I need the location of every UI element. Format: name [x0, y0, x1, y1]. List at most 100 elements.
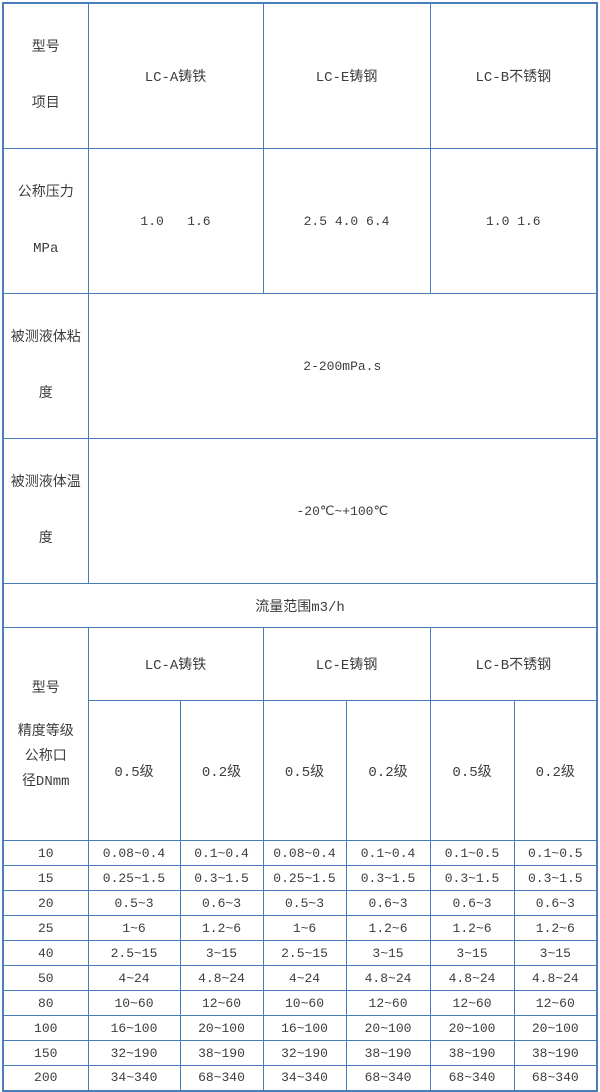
flow-value-cell: 0.08~0.4	[87, 840, 181, 866]
pressure-value-lca: 1.0 1.6	[87, 148, 264, 294]
flow-value-cell: 0.5~3	[87, 890, 181, 916]
dn-cell: 80	[2, 990, 89, 1016]
flow-value-cell: 3~15	[429, 940, 515, 966]
flow-value-cell: 0.6~3	[179, 890, 264, 916]
flow-value-cell: 4.8~24	[179, 965, 264, 991]
flow-value-cell: 38~190	[179, 1040, 264, 1066]
flow-value-cell: 2.5~15	[262, 940, 347, 966]
model-header-lcb: LC-B不锈钢	[429, 2, 598, 149]
flow-value-cell: 0.1~0.4	[179, 840, 264, 866]
corner-bottom-label: 项目	[31, 96, 60, 112]
temperature-value: -20℃~+100℃	[87, 438, 598, 584]
flow-value-cell: 0.3~1.5	[429, 865, 515, 891]
grade-header-cell: 0.5级	[262, 700, 347, 841]
flow-value-cell: 4.8~24	[345, 965, 431, 991]
flow-value-cell: 1.2~6	[429, 915, 515, 941]
dn-cell: 40	[2, 940, 89, 966]
flow-value-cell: 0.25~1.5	[87, 865, 181, 891]
pressure-label-line2: MPa	[33, 241, 59, 257]
flow-value-cell: 68~340	[179, 1065, 264, 1091]
corner-top-label: 型号	[31, 40, 60, 56]
table-row-dn80: 80 10~60 12~60 10~60 12~60 12~60 12~60	[2, 990, 598, 1016]
flow-value-cell: 1.2~6	[513, 915, 598, 941]
grade-header-cell: 0.5级	[429, 700, 515, 841]
flow-value-cell: 0.6~3	[513, 890, 598, 916]
viscosity-label: 被测液体粘 度	[2, 293, 89, 439]
grade-header-cell: 0.2级	[345, 700, 431, 841]
flow-value-cell: 4~24	[87, 965, 181, 991]
flow-value-cell: 1~6	[87, 915, 181, 941]
header-row: 型号 项目 LC-A铸铁 LC-E铸钢 LC-B不锈钢	[2, 2, 598, 149]
flow-value-cell: 1.2~6	[179, 915, 264, 941]
flow-value-cell: 0.3~1.5	[513, 865, 598, 891]
flow-value-cell: 10~60	[262, 990, 347, 1016]
flow-value-cell: 34~340	[87, 1065, 181, 1091]
dn-cell: 15	[2, 865, 89, 891]
flow-model-header-lcb: LC-B不锈钢	[429, 626, 598, 702]
flow-value-cell: 0.1~0.5	[513, 840, 598, 866]
pressure-value-lce: 2.5 4.0 6.4	[262, 148, 431, 294]
flow-value-cell: 0.25~1.5	[262, 865, 347, 891]
flow-value-cell: 68~340	[513, 1065, 598, 1091]
flow-value-cell: 0.08~0.4	[262, 840, 347, 866]
flow-value-cell: 0.6~3	[345, 890, 431, 916]
flow-value-cell: 32~190	[262, 1040, 347, 1066]
flow-value-cell: 3~15	[345, 940, 431, 966]
flow-corner-line2: 公称口	[24, 748, 67, 765]
pressure-row: 公称压力 MPa 1.0 1.6 2.5 4.0 6.4 1.0 1.6	[2, 148, 598, 294]
table-row-dn50: 50 4~24 4.8~24 4~24 4.8~24 4.8~24 4.8~24	[2, 965, 598, 991]
flow-value-cell: 2.5~15	[87, 940, 181, 966]
table-row-dn200: 200 34~340 68~340 34~340 68~340 68~340 6…	[2, 1065, 598, 1091]
flow-value-cell: 0.5~3	[262, 890, 347, 916]
flow-value-cell: 12~60	[345, 990, 431, 1016]
flow-value-cell: 0.1~0.4	[345, 840, 431, 866]
flow-corner-line1: 精度等级	[17, 723, 74, 740]
grade-header-cell: 0.2级	[179, 700, 264, 841]
flow-value-cell: 12~60	[513, 990, 598, 1016]
temperature-row: 被测液体温 度 -20℃~+100℃	[2, 438, 598, 584]
flow-range-title-row: 流量范围m3/h	[2, 583, 598, 628]
flow-value-cell: 16~100	[87, 1015, 181, 1041]
flow-value-cell: 32~190	[87, 1040, 181, 1066]
flow-value-cell: 38~190	[513, 1040, 598, 1066]
flow-value-cell: 4~24	[262, 965, 347, 991]
flow-value-cell: 1~6	[262, 915, 347, 941]
dn-cell: 50	[2, 965, 89, 991]
flow-value-cell: 4.8~24	[513, 965, 598, 991]
table-row-dn20: 20 0.5~3 0.6~3 0.5~3 0.6~3 0.6~3 0.6~3	[2, 890, 598, 916]
flow-value-cell: 38~190	[429, 1040, 515, 1066]
table-row-dn100: 100 16~100 20~100 16~100 20~100 20~100 2…	[2, 1015, 598, 1041]
flow-value-cell: 68~340	[429, 1065, 515, 1091]
viscosity-value: 2-200mPa.s	[87, 293, 598, 439]
flow-model-header-lca: LC-A铸铁	[87, 626, 264, 702]
flow-value-cell: 20~100	[513, 1015, 598, 1041]
viscosity-label-line2: 度	[38, 386, 53, 402]
flow-value-cell: 3~15	[513, 940, 598, 966]
flow-value-cell: 38~190	[345, 1040, 431, 1066]
flow-corner-caption: 精度等级 公称口 径DNmm	[4, 710, 87, 804]
dn-cell: 100	[2, 1015, 89, 1041]
flow-value-cell: 12~60	[179, 990, 264, 1016]
flow-corner-content: 型号 精度等级 公称口 径DNmm	[4, 664, 87, 804]
flow-corner-cell: 型号 精度等级 公称口 径DNmm	[2, 627, 89, 841]
flow-value-cell: 20~100	[179, 1015, 264, 1041]
table-row-dn15: 15 0.25~1.5 0.3~1.5 0.25~1.5 0.3~1.5 0.3…	[2, 865, 598, 891]
dn-cell: 25	[2, 915, 89, 941]
model-header-lce: LC-E铸钢	[262, 2, 431, 149]
flow-value-cell: 34~340	[262, 1065, 347, 1091]
flow-header-row: 型号 精度等级 公称口 径DNmm LC-A铸铁 LC-E铸钢 LC-B不锈钢	[2, 626, 598, 841]
flow-value-cell: 20~100	[429, 1015, 515, 1041]
flow-value-cell: 1.2~6	[345, 915, 431, 941]
table-row-dn150: 150 32~190 38~190 32~190 38~190 38~190 3…	[2, 1040, 598, 1066]
grade-header-cell: 0.5级	[87, 700, 181, 841]
flow-model-header-lce: LC-E铸钢	[262, 626, 431, 702]
pressure-value-lcb: 1.0 1.6	[429, 148, 598, 294]
flow-range-title: 流量范围m3/h	[2, 583, 598, 628]
dn-cell: 10	[2, 840, 89, 866]
temperature-label-line1: 被测液体温	[10, 475, 81, 491]
model-header-lca: LC-A铸铁	[87, 2, 264, 149]
flow-value-cell: 10~60	[87, 990, 181, 1016]
grade-header-row: 0.5级 0.2级 0.5级 0.2级 0.5级 0.2级	[3, 700, 598, 841]
dn-cell: 200	[2, 1065, 89, 1091]
